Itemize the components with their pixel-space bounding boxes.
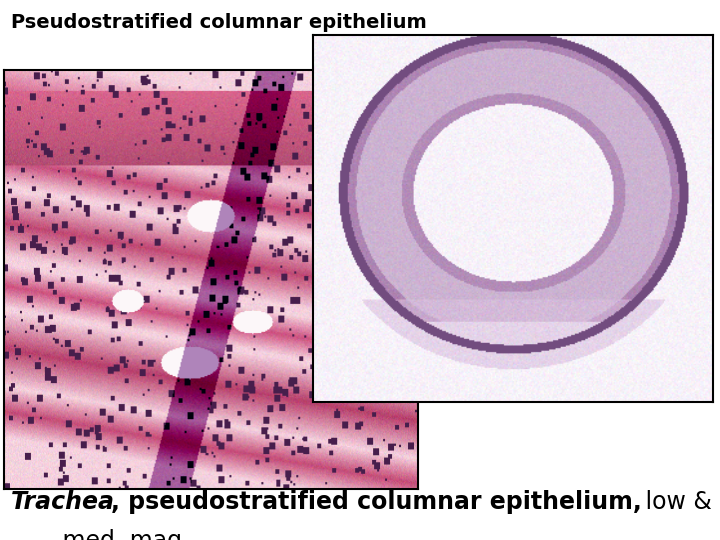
Text: Pseudostratified columnar epithelium: Pseudostratified columnar epithelium bbox=[11, 14, 426, 32]
Text: , pseudostratified columnar epithelium,: , pseudostratified columnar epithelium, bbox=[111, 490, 642, 514]
Text: Trachea: Trachea bbox=[11, 490, 114, 514]
Text: med. mag.: med. mag. bbox=[40, 529, 189, 540]
Text: low &: low & bbox=[639, 490, 720, 514]
